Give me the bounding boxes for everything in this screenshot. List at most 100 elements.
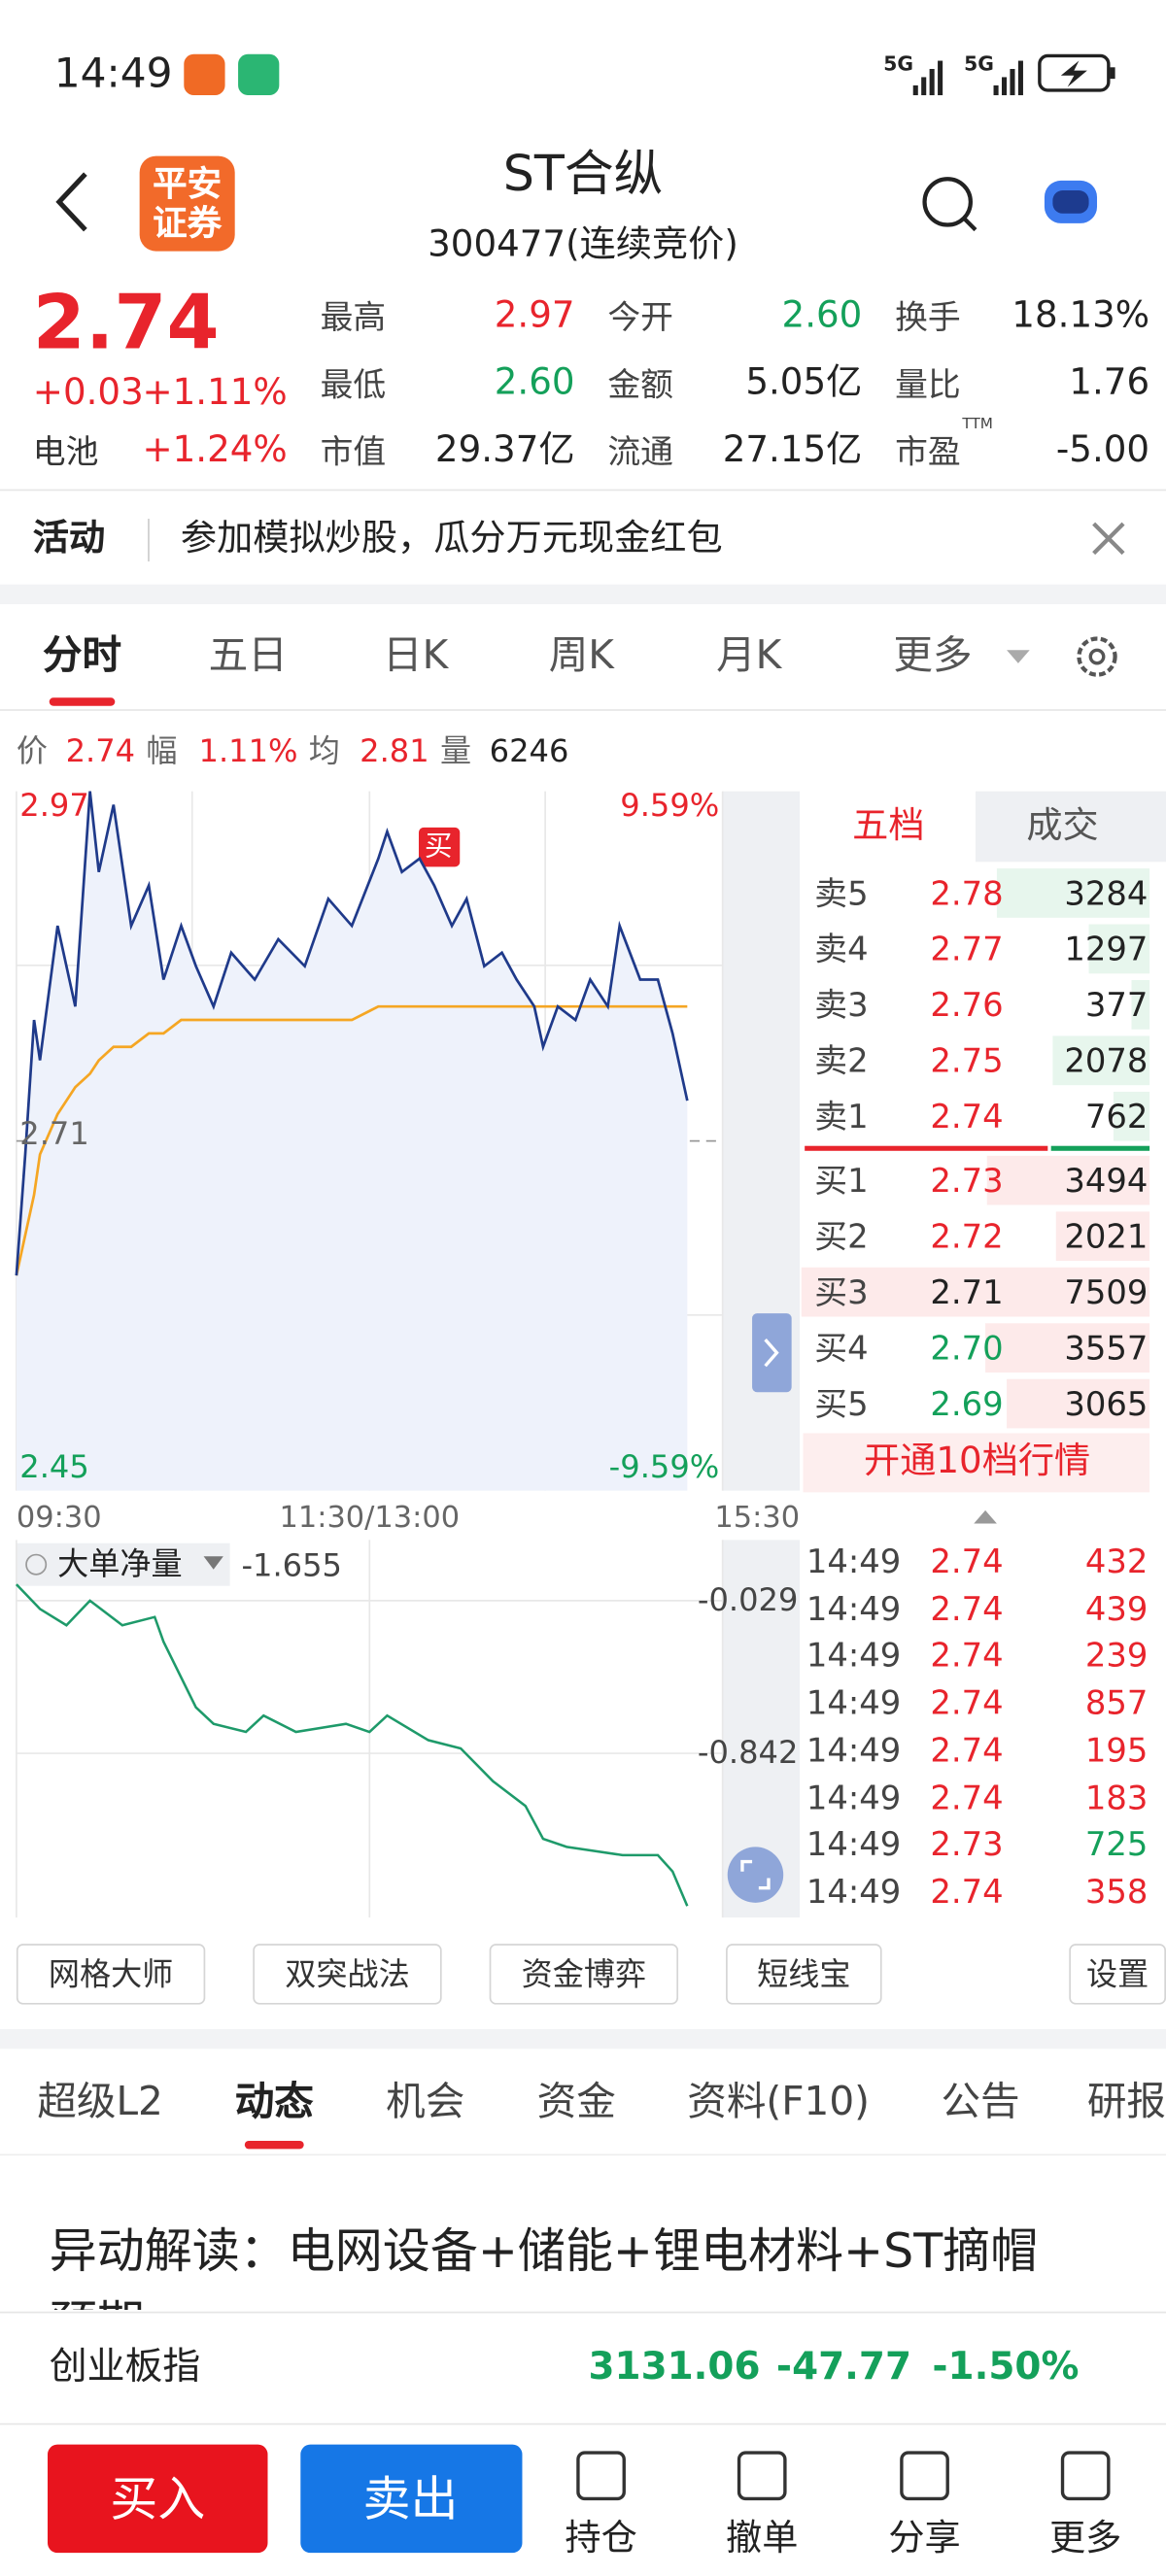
info-tab[interactable]: 机会 bbox=[386, 2079, 465, 2125]
stat-label: 市盈 bbox=[895, 431, 961, 472]
price-line bbox=[15, 791, 689, 1276]
trade-price: 2.74 bbox=[930, 1682, 1004, 1723]
book-price: 2.74 bbox=[930, 1097, 1004, 1136]
book-tab-bg bbox=[975, 791, 1166, 863]
info-tab[interactable]: 动态 bbox=[234, 2079, 314, 2125]
chart-tab[interactable]: 更多 bbox=[893, 632, 973, 679]
bar-item[interactable]: 撤单 bbox=[726, 2518, 799, 2559]
tab-underline bbox=[49, 697, 116, 706]
bar-item[interactable]: 更多 bbox=[1048, 2518, 1122, 2559]
activity-text[interactable]: 参加模拟炒股，瓜分万元现金红包 bbox=[180, 518, 723, 559]
book-price: 2.72 bbox=[930, 1216, 1004, 1256]
tool-button[interactable] bbox=[1069, 1944, 1166, 2005]
tool-button[interactable] bbox=[253, 1944, 442, 2005]
signal-bar bbox=[938, 60, 943, 96]
signal-bar bbox=[921, 77, 927, 96]
flow-tick-label: -0.029 bbox=[697, 1581, 799, 1618]
tool-label[interactable]: 短线宝 bbox=[757, 1956, 851, 1993]
news-headline[interactable]: 异动解读：电网设备+储能+锂电材料+ST摘帽预期 bbox=[49, 2222, 1039, 2310]
tab-underline bbox=[244, 2140, 304, 2150]
book-tab[interactable]: 成交 bbox=[1026, 805, 1099, 847]
trade-volume: 183 bbox=[1084, 1777, 1149, 1817]
divider bbox=[0, 489, 1166, 491]
promo-link[interactable]: 开通10档行情 bbox=[864, 1441, 1091, 1482]
avg-line bbox=[15, 1004, 688, 1276]
back-arrow bbox=[55, 172, 87, 232]
stat-label: 最低 bbox=[320, 364, 387, 404]
book-price: 2.70 bbox=[930, 1328, 1004, 1368]
info-tab[interactable]: 公告 bbox=[941, 2079, 1020, 2125]
dropdown bbox=[1007, 650, 1030, 663]
chart-tab[interactable]: 周K bbox=[548, 632, 614, 679]
book-tab[interactable]: 五档 bbox=[852, 805, 925, 847]
book-label: 卖5 bbox=[814, 873, 869, 913]
info-tab[interactable]: 资金 bbox=[536, 2079, 616, 2125]
book-volume: 1297 bbox=[1064, 929, 1149, 969]
flow-line bbox=[15, 1583, 689, 1907]
price-change: +0.03 bbox=[32, 372, 144, 414]
trade-price: 2.74 bbox=[930, 1871, 1004, 1912]
info-avg-label: 均 bbox=[308, 732, 340, 770]
book-divider bbox=[805, 1145, 1048, 1151]
index-bar bbox=[0, 2311, 1166, 2423]
stat-value: 2.60 bbox=[494, 361, 575, 404]
signal-bar bbox=[929, 68, 935, 96]
logo bbox=[139, 155, 235, 252]
trade-price: 2.74 bbox=[930, 1636, 1004, 1676]
buy-button[interactable] bbox=[48, 2444, 268, 2554]
chart-tab[interactable]: 月K bbox=[716, 632, 782, 679]
book-volume: 762 bbox=[1084, 1097, 1149, 1136]
info-tab[interactable]: 研报 bbox=[1086, 2079, 1166, 2125]
stat-value: 2.60 bbox=[781, 294, 863, 336]
trade-price: 2.74 bbox=[930, 1588, 1004, 1629]
bar-item[interactable]: 分享 bbox=[888, 2518, 961, 2559]
stat-label: 市值 bbox=[320, 431, 387, 472]
chart-tab[interactable]: 分时 bbox=[42, 632, 122, 679]
sell-label[interactable]: 卖出 bbox=[362, 2470, 459, 2527]
book-label: 买3 bbox=[814, 1271, 869, 1312]
stat-value: 27.15亿 bbox=[722, 429, 863, 471]
tool-button[interactable] bbox=[726, 1944, 882, 2005]
info-price-label: 价 bbox=[16, 732, 49, 770]
tool-label[interactable]: 设置 bbox=[1086, 1956, 1149, 1993]
stat-label: 金额 bbox=[607, 364, 673, 404]
chart-tab[interactable]: 五日 bbox=[208, 632, 288, 679]
flow-label: 大单净量 bbox=[57, 1545, 183, 1582]
info-tab[interactable]: 超级L2 bbox=[37, 2079, 163, 2125]
time-label: 15:30 bbox=[714, 1501, 801, 1536]
stock-title: ST合纵 bbox=[502, 145, 664, 203]
app-icon bbox=[238, 53, 280, 96]
buy-label[interactable]: 买入 bbox=[110, 2470, 206, 2527]
book-volume: 2078 bbox=[1064, 1040, 1149, 1081]
signal-bar bbox=[1017, 60, 1023, 96]
pct-label: 9.59% bbox=[620, 787, 720, 824]
expand-button[interactable] bbox=[752, 1313, 792, 1393]
book-label: 卖4 bbox=[814, 929, 869, 969]
chart-tab[interactable]: 日K bbox=[383, 632, 449, 679]
info-price: 2.74 bbox=[65, 732, 136, 770]
bar-icon bbox=[737, 2451, 787, 2501]
flow-header[interactable] bbox=[16, 1542, 230, 1586]
network: 5G bbox=[964, 52, 994, 77]
book-volume: 3065 bbox=[1064, 1383, 1149, 1424]
stat-value: 18.13% bbox=[1012, 294, 1150, 336]
tool-label[interactable]: 网格大师 bbox=[48, 1956, 174, 1993]
info-tab[interactable]: 资料(F10) bbox=[687, 2079, 870, 2125]
sell-button[interactable] bbox=[300, 2444, 523, 2554]
tool-button[interactable] bbox=[16, 1944, 206, 2005]
tool-label[interactable]: 资金博弈 bbox=[521, 1956, 647, 1993]
trade-price: 2.73 bbox=[930, 1824, 1004, 1864]
book-label: 买1 bbox=[814, 1160, 869, 1201]
tool-button[interactable] bbox=[489, 1944, 679, 2005]
book-price: 2.69 bbox=[930, 1383, 1004, 1424]
tool-label[interactable]: 双突战法 bbox=[285, 1956, 410, 1993]
info-avg: 2.81 bbox=[360, 732, 429, 770]
stat-value: 1.76 bbox=[1069, 361, 1150, 404]
settings-icon bbox=[1088, 648, 1106, 665]
bar-item[interactable]: 持仓 bbox=[565, 2518, 637, 2559]
settings-icon bbox=[1077, 636, 1117, 677]
book-volume: 2021 bbox=[1064, 1216, 1149, 1256]
trade-time: 14:49 bbox=[806, 1542, 902, 1581]
